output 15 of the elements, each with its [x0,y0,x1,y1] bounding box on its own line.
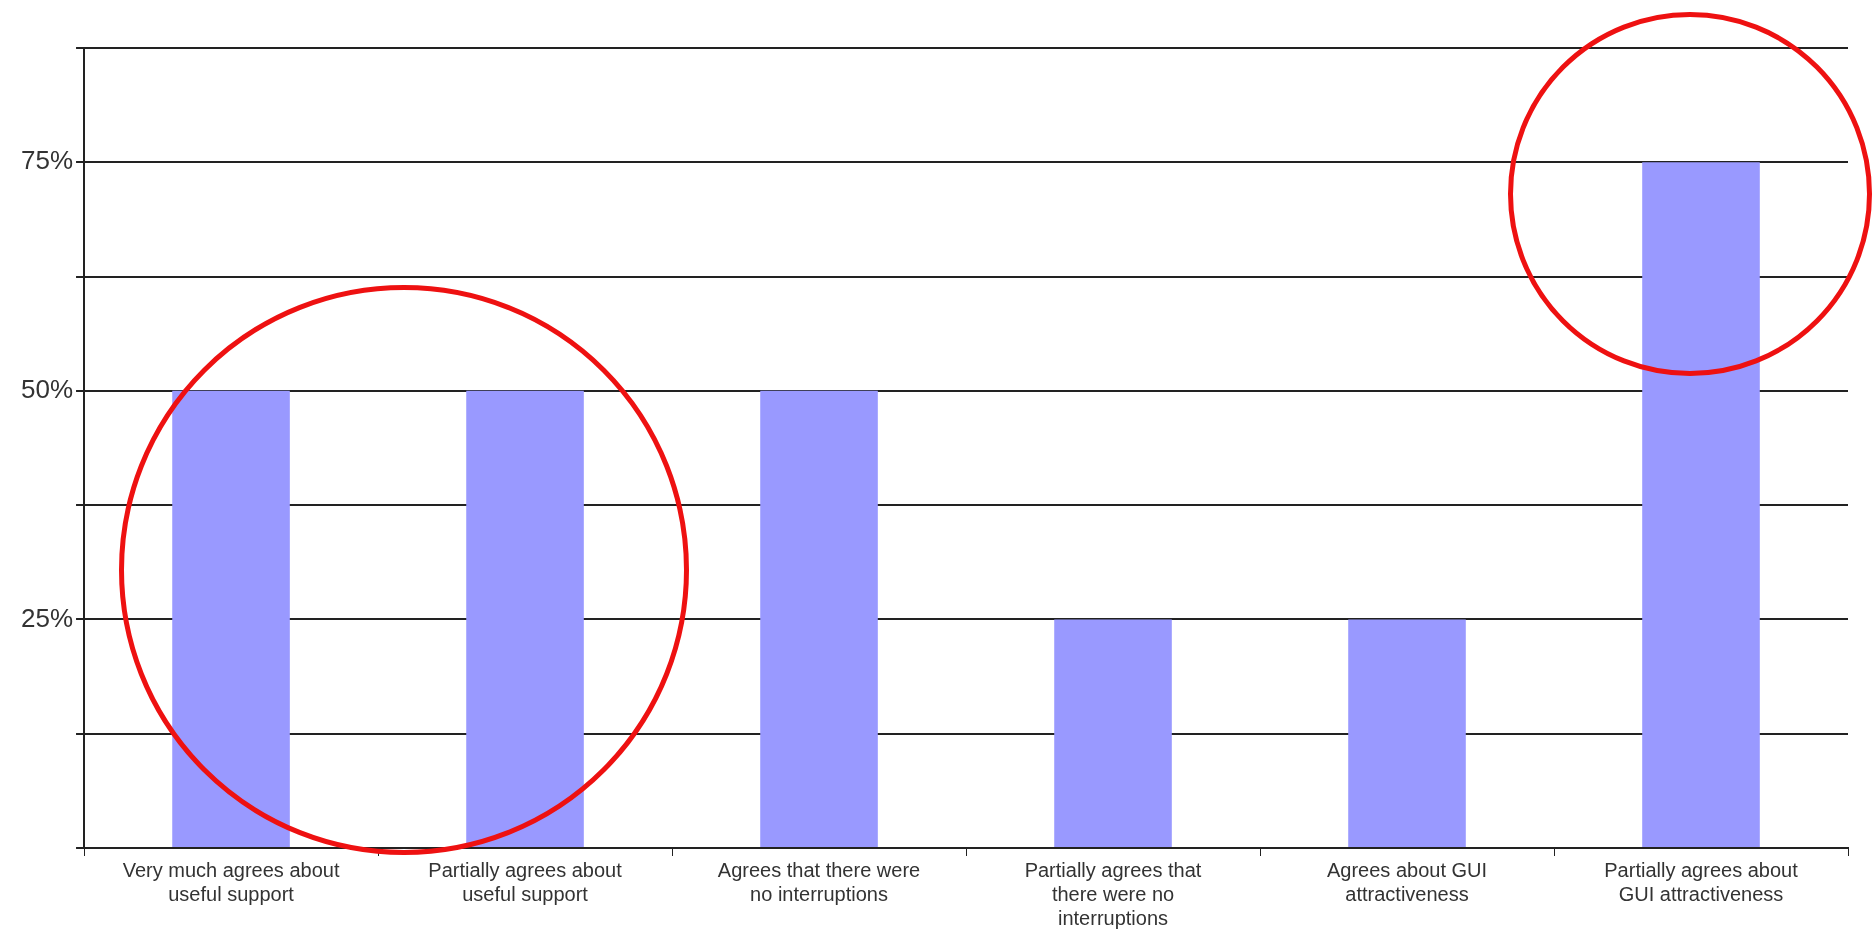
y-tick-label: 75% [20,145,74,176]
bar [1054,619,1172,847]
x-tick-label: Partially agrees that there were no interruptions [1024,858,1202,929]
bar [466,390,584,847]
bar [1642,162,1760,847]
x-tick-label: Agrees about GUI attractiveness [1326,858,1488,905]
x-tick-label: Very much agrees about useful support [122,858,340,905]
x-tick-label: Partially agrees about useful support [428,858,623,905]
bar [1348,619,1466,847]
x-tick-label: Partially agrees about GUI attractiveness [1604,858,1799,905]
y-tick-label: 50% [20,374,74,405]
y-tick-label: 25% [20,602,74,633]
x-tick-label: Agrees that there were no interruptions [717,858,921,905]
bar [760,390,878,847]
bar [172,390,290,847]
